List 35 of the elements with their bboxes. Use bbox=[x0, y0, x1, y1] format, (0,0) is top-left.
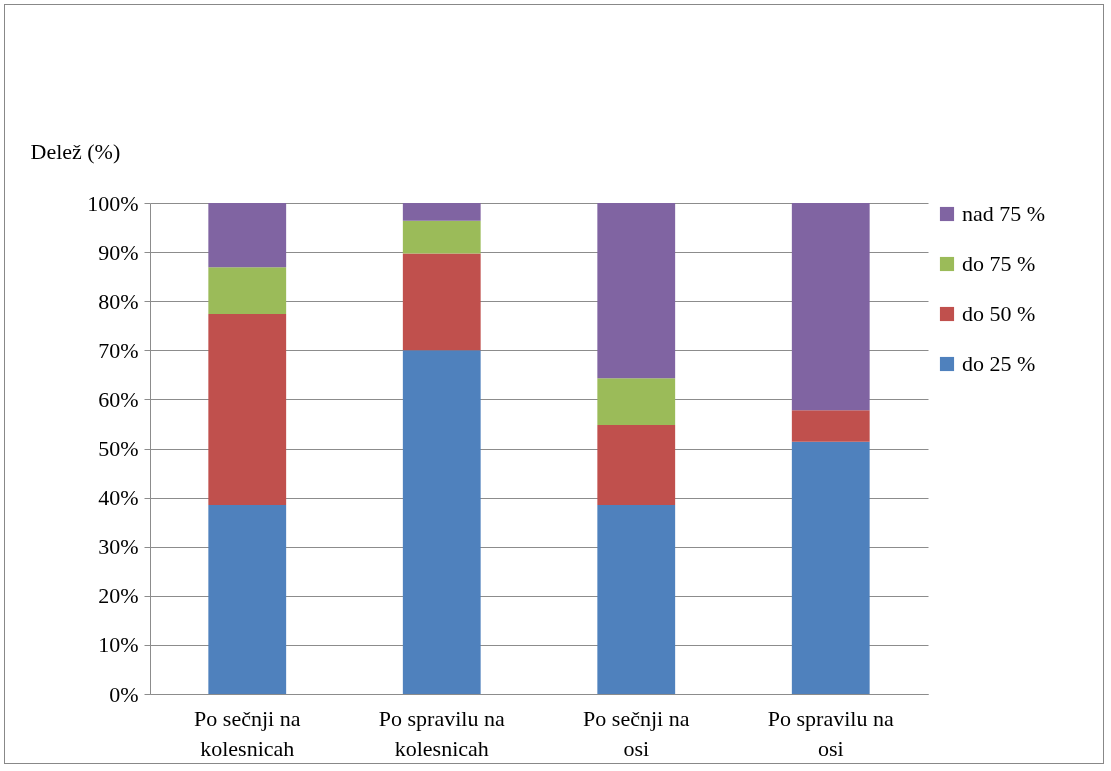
bar bbox=[791, 203, 870, 411]
y-axis-title: Delež (%) bbox=[30, 138, 121, 164]
bar bbox=[597, 203, 676, 379]
bar bbox=[597, 504, 676, 694]
legend-label: do 75 % bbox=[962, 251, 1036, 276]
bar bbox=[791, 410, 870, 442]
y-tick-label: 70% bbox=[98, 337, 139, 363]
x-tick-label: Po spravilu na osi bbox=[767, 705, 894, 761]
x-tick-label: Po sečnji na osi bbox=[583, 705, 690, 761]
y-tick-label: 0% bbox=[109, 681, 139, 707]
bar bbox=[791, 441, 870, 694]
bar bbox=[208, 203, 287, 268]
y-tick-label: 30% bbox=[98, 534, 139, 560]
y-tick-label: 40% bbox=[98, 485, 139, 511]
y-tick-label: 10% bbox=[98, 632, 139, 658]
y-tick-label: 60% bbox=[98, 386, 139, 412]
legend-label: do 50 % bbox=[962, 301, 1036, 326]
y-tick-label: 90% bbox=[98, 239, 139, 265]
bar bbox=[597, 378, 676, 425]
legend-label: do 25 % bbox=[962, 351, 1036, 376]
legend-label: nad 75 % bbox=[962, 201, 1046, 226]
x-tick-label: Po spravilu na kolesnicah bbox=[378, 705, 505, 761]
bar bbox=[402, 220, 481, 254]
bar bbox=[402, 203, 481, 221]
bar bbox=[402, 350, 481, 694]
x-tick-label: Po sečnji na kolesnicah bbox=[194, 705, 301, 761]
bar bbox=[208, 313, 287, 505]
bar bbox=[208, 267, 287, 314]
y-tick-label: 20% bbox=[98, 583, 139, 609]
bar bbox=[402, 253, 481, 351]
y-tick-label: 80% bbox=[98, 288, 139, 314]
y-tick-label: 50% bbox=[98, 436, 139, 461]
y-tick-label: 100% bbox=[87, 190, 139, 216]
bar bbox=[208, 504, 287, 694]
bar bbox=[597, 424, 676, 505]
